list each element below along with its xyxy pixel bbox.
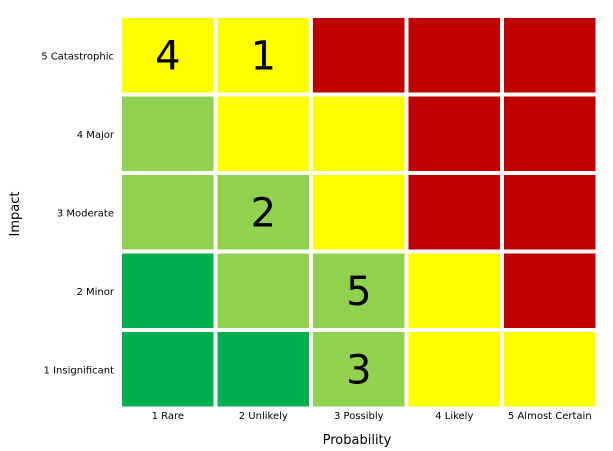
y-axis-title: Impact xyxy=(8,192,23,237)
risk-markers: 4 1 2 5 3 xyxy=(155,33,371,393)
y-tick-label: 3 Moderate xyxy=(57,208,114,219)
y-tick-label: 1 Insignificant xyxy=(44,365,115,376)
heatmap-cell xyxy=(122,253,214,328)
y-tick-label: 2 Minor xyxy=(76,287,114,298)
heatmap-cell xyxy=(408,253,500,328)
y-tick-labels: 5 Catastrophic 4 Major 3 Moderate 2 Minor 1 … xyxy=(41,51,115,376)
x-tick-label: 5 Almost Certain xyxy=(508,411,592,422)
heatmap-cell xyxy=(217,332,309,407)
heatmap-cells xyxy=(122,18,596,407)
heatmap-cell xyxy=(313,253,405,328)
heatmap-cell xyxy=(504,332,596,407)
heatmap-cell xyxy=(504,96,596,171)
risk-marker: 1 xyxy=(251,33,276,79)
heatmap-cell xyxy=(122,18,214,93)
heatmap-cell xyxy=(313,332,405,407)
y-tick-label: 4 Major xyxy=(77,130,115,141)
x-tick-label: 3 Possibly xyxy=(334,411,384,422)
heatmap-cell xyxy=(313,96,405,171)
heatmap-cell xyxy=(122,175,214,250)
heatmap-cell xyxy=(504,18,596,93)
heatmap-cell xyxy=(217,18,309,93)
risk-marker: 3 xyxy=(346,347,371,393)
y-tick-label: 5 Catastrophic xyxy=(41,51,114,62)
heatmap-cell xyxy=(408,175,500,250)
heatmap-cell xyxy=(408,96,500,171)
heatmap-cell xyxy=(408,332,500,407)
x-tick-label: 2 Unlikely xyxy=(239,411,288,422)
risk-marker: 5 xyxy=(346,269,371,315)
heatmap-cell xyxy=(122,332,214,407)
x-tick-labels: 1 Rare 2 Unlikely 3 Possibly 4 Likely 5 Almo… xyxy=(152,411,592,422)
risk-marker: 4 xyxy=(155,33,180,79)
heatmap-cell xyxy=(217,253,309,328)
heatmap-cell xyxy=(504,175,596,250)
heatmap-cell xyxy=(408,18,500,93)
heatmap-cell xyxy=(217,96,309,171)
heatmap-cell xyxy=(313,175,405,250)
x-tick-label: 4 Likely xyxy=(435,411,473,422)
heatmap-cell xyxy=(313,18,405,93)
heatmap-cell xyxy=(122,96,214,171)
heatmap-cell xyxy=(217,175,309,250)
heatmap-cell xyxy=(504,253,596,328)
x-axis-title: Probability xyxy=(323,433,392,448)
x-tick-label: 1 Rare xyxy=(152,411,184,422)
risk-marker: 2 xyxy=(251,190,276,236)
